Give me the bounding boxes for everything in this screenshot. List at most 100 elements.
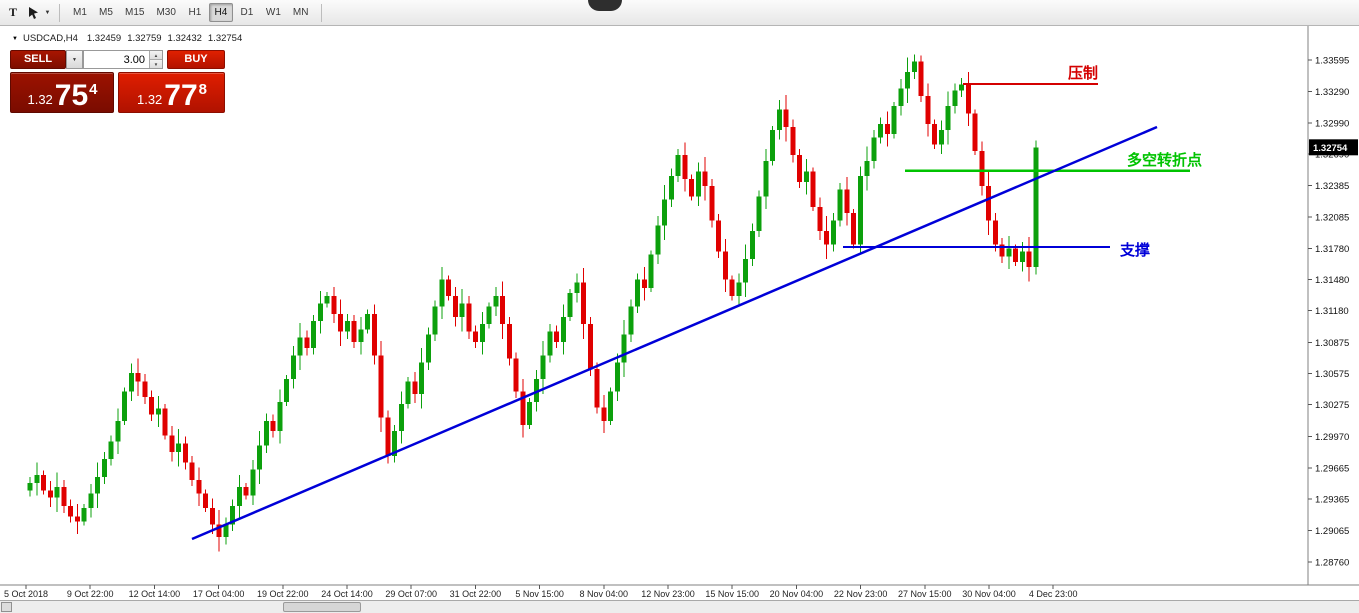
candle: [162, 404, 168, 440]
timeframe-button-m1[interactable]: M1: [73, 7, 87, 18]
timeframe-button-m30[interactable]: M30: [156, 7, 176, 18]
candle: [979, 141, 985, 196]
candle: [311, 314, 316, 355]
timeframe-button-h1[interactable]: H1: [188, 7, 202, 18]
collapse-panel-icon[interactable]: ▼: [12, 35, 18, 42]
symbols-tool-icon[interactable]: [24, 4, 42, 22]
timeframe-button-d1[interactable]: D1: [240, 7, 254, 18]
ohlc-open: 1.32459: [86, 33, 122, 44]
trendline[interactable]: [191, 125, 1158, 541]
buy-button[interactable]: BUY: [167, 50, 225, 69]
candle: [74, 503, 80, 534]
candle: [790, 119, 796, 163]
candle: [122, 387, 127, 425]
candle: [574, 273, 580, 303]
time-tick-label: 20 Nov 04:00: [770, 589, 824, 599]
candle: [250, 460, 256, 505]
candle: [243, 483, 249, 500]
candle: [142, 374, 148, 405]
price-tick-label: 1.31480: [1315, 275, 1349, 286]
toolbar-separator: [321, 3, 323, 22]
candle: [236, 474, 242, 519]
timeframe-button-m5[interactable]: M5: [99, 7, 113, 18]
one-click-trading-panel: SELL ▼ ▲ ▼ BUY 1.32 75 4 1.32 77 8: [10, 50, 225, 113]
candle: [149, 390, 154, 421]
lot-size-input[interactable]: [84, 51, 162, 68]
chart-ohlc-header: ▼ USDCAD,H4 1.32459 1.32759 1.32432 1.32…: [12, 33, 248, 44]
candle: [783, 94, 789, 142]
time-tick-label: 24 Oct 14:00: [321, 589, 373, 599]
text-tool-icon[interactable]: T: [8, 5, 17, 19]
candle: [540, 340, 546, 394]
scrollbar-button[interactable]: [1, 602, 12, 612]
candle: [81, 503, 87, 526]
chart-plot-area[interactable]: 1.335951.332901.329901.326901.323851.320…: [0, 26, 1359, 600]
lot-increase-button[interactable]: ▲: [150, 51, 162, 59]
price-tick-label: 1.30575: [1315, 369, 1349, 380]
candle: [878, 117, 883, 144]
candle: [290, 346, 296, 389]
candle: [378, 340, 384, 433]
candle: [682, 142, 688, 192]
scrollbar-thumb[interactable]: [283, 602, 361, 612]
candle: [560, 304, 566, 355]
candle: [716, 214, 721, 258]
buy-price-panel[interactable]: 1.32 77 8: [118, 72, 225, 113]
candle: [182, 436, 188, 470]
timeframe-button-w1[interactable]: W1: [265, 7, 281, 18]
candle: [864, 146, 870, 191]
candle: [196, 467, 202, 506]
candle: [695, 162, 701, 206]
sell-button[interactable]: SELL: [10, 50, 66, 69]
candle: [203, 489, 208, 513]
lot-decrease-button[interactable]: ▼: [150, 59, 162, 68]
candle: [513, 352, 519, 398]
candle: [884, 111, 890, 147]
timeframe-button-mn[interactable]: MN: [292, 7, 309, 18]
toolbar-separator: [59, 3, 60, 22]
candle: [344, 313, 350, 339]
candle: [999, 238, 1005, 263]
time-tick-label: 4 Dec 23:00: [1029, 589, 1078, 599]
candle: [466, 296, 472, 339]
candle: [763, 148, 769, 209]
timeframe-button-m15[interactable]: M15: [125, 7, 145, 18]
time-tick-label: 19 Oct 22:00: [257, 589, 309, 599]
candle: [68, 499, 73, 523]
candle: [986, 171, 991, 235]
candle: [959, 78, 964, 97]
ohlc-low: 1.32432: [167, 33, 202, 44]
candle: [837, 183, 843, 227]
candle: [493, 286, 499, 316]
candle: [587, 316, 593, 377]
bottom-scrollbar[interactable]: [0, 600, 1359, 613]
candle: [965, 71, 971, 126]
timeframe-button-h4[interactable]: H4: [208, 3, 233, 22]
price-tick-label: 1.33290: [1315, 87, 1349, 98]
candle: [945, 91, 951, 145]
symbol-timeframe-label: USDCAD,H4: [22, 33, 78, 44]
candle: [473, 325, 478, 349]
order-type-dropdown[interactable]: ▼: [66, 50, 83, 69]
chart-window: 1.335951.332901.329901.326901.323851.320…: [0, 26, 1359, 600]
candle: [101, 451, 107, 485]
price-tick-label: 1.29665: [1315, 464, 1349, 475]
candle: [284, 375, 289, 407]
symbols-dropdown-caret-icon[interactable]: ▼: [44, 9, 51, 16]
sell-price-pip: 4: [89, 81, 98, 98]
resistance-line-label: 压制: [1068, 64, 1098, 82]
candle: [608, 387, 613, 425]
candle: [500, 281, 505, 339]
cursor-arrow-icon: [28, 6, 38, 19]
candle: [938, 120, 944, 154]
candle: [47, 480, 53, 507]
sell-price-panel[interactable]: 1.32 75 4: [10, 72, 114, 113]
candle: [61, 479, 67, 514]
price-tick-label: 1.32385: [1315, 181, 1349, 192]
candle: [871, 130, 877, 169]
candle: [128, 363, 134, 402]
candle: [108, 435, 114, 466]
price-tick-label: 1.33595: [1315, 56, 1349, 67]
candle: [952, 83, 958, 114]
sell-price-big: 75: [54, 79, 89, 112]
